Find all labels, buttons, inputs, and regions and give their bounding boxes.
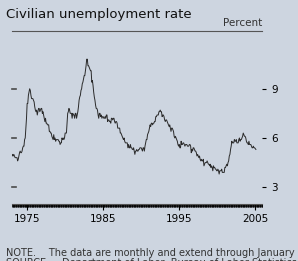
Text: SOURCE.  Department of Labor, Bureau of Labor Statistics.: SOURCE. Department of Labor, Bureau of L…	[6, 258, 298, 261]
Text: NOTE.  The data are monthly and extend through January 2005.: NOTE. The data are monthly and extend th…	[6, 248, 298, 258]
Text: Percent: Percent	[223, 18, 262, 28]
Text: Civilian unemployment rate: Civilian unemployment rate	[6, 8, 192, 21]
